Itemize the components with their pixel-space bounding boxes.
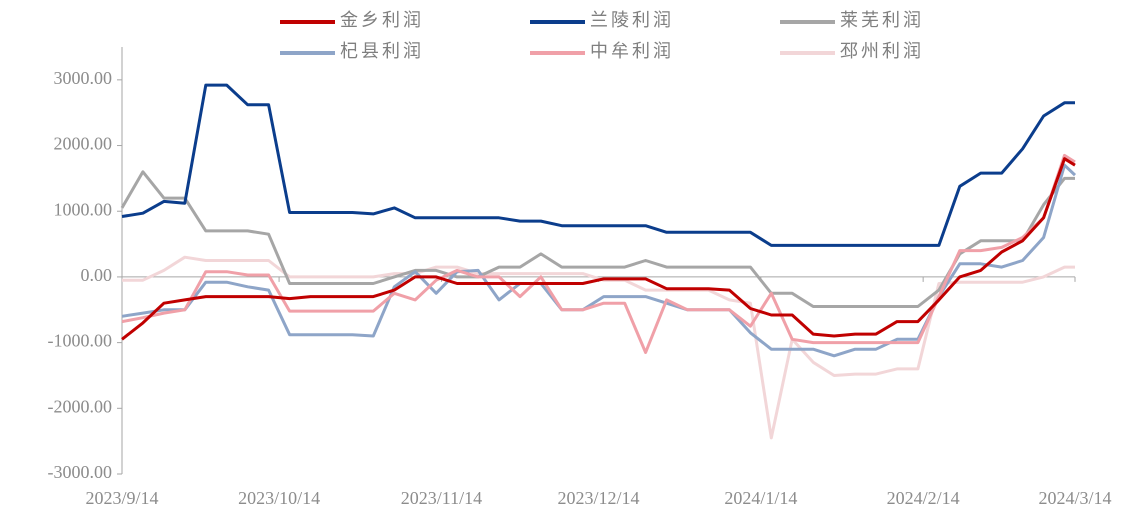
legend-label: 邳州利润 xyxy=(840,41,924,61)
series-line xyxy=(122,255,1075,440)
series-line xyxy=(121,157,1076,341)
y-tick-label: -1000.00 xyxy=(48,331,113,351)
y-tick-label: -2000.00 xyxy=(48,396,113,416)
y-tick-label: 2000.00 xyxy=(54,134,113,154)
x-tick-label: 2024/3/14 xyxy=(1038,488,1111,508)
y-tick-label: -3000.00 xyxy=(48,462,113,482)
y-tick-label: 1000.00 xyxy=(54,199,113,219)
legend-label: 金乡利润 xyxy=(340,10,424,30)
y-tick-label: 0.00 xyxy=(81,265,113,285)
y-tick-label: 3000.00 xyxy=(54,68,113,88)
legend-label: 中牟利润 xyxy=(590,41,674,61)
series-line xyxy=(121,83,1075,247)
legend-label: 莱芜利润 xyxy=(840,10,924,30)
series-line xyxy=(121,153,1076,354)
legend-label: 兰陵利润 xyxy=(590,10,674,30)
series-line xyxy=(120,170,1075,308)
x-tick-label: 2023/12/14 xyxy=(557,488,639,508)
x-tick-label: 2024/2/14 xyxy=(887,488,960,508)
legend-label: 杞县利润 xyxy=(340,41,424,61)
x-tick-label: 2023/11/14 xyxy=(401,488,482,508)
x-tick-label: 2023/10/14 xyxy=(238,488,320,508)
x-tick-label: 2023/9/14 xyxy=(85,488,158,508)
x-tick-label: 2024/1/14 xyxy=(724,488,797,508)
